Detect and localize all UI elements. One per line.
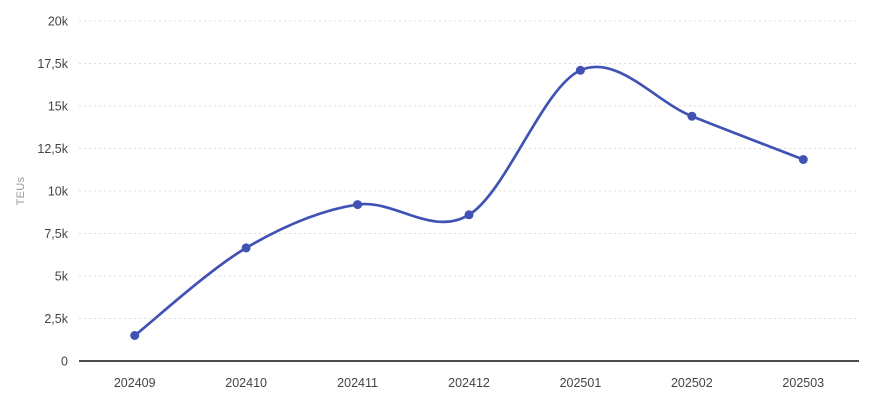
- data-point-202410[interactable]: [241, 243, 251, 253]
- x-tick-label: 202501: [560, 376, 602, 390]
- data-point-202503[interactable]: [798, 155, 808, 164]
- x-tick-label: 202410: [225, 376, 267, 390]
- series-line: [133, 65, 805, 337]
- x-tick-label: 202409: [114, 376, 156, 390]
- y-tick-label: 5k: [55, 270, 69, 284]
- data-point-202412[interactable]: [464, 210, 474, 220]
- y-tick-label: 15k: [48, 100, 69, 114]
- y-tick-label: 0: [61, 355, 68, 369]
- y-tick-label: 20k: [48, 15, 69, 29]
- y-tick-label: 12,5k: [37, 142, 68, 156]
- data-point-202501[interactable]: [575, 65, 585, 75]
- y-tick-label: 10k: [48, 185, 69, 199]
- data-point-202409[interactable]: [130, 331, 140, 340]
- x-tick-label: 202503: [782, 376, 824, 390]
- data-point-202502[interactable]: [687, 111, 697, 121]
- x-tick-label: 202411: [337, 376, 378, 390]
- y-tick-label: 7,5k: [44, 227, 68, 241]
- y-tick-label: 2,5k: [44, 312, 68, 326]
- data-point-202411[interactable]: [353, 200, 363, 210]
- y-tick-label: 17,5k: [37, 57, 68, 71]
- x-tick-label: 202412: [448, 376, 490, 390]
- y-axis-title: TEUs: [15, 176, 27, 206]
- x-tick-label: 202502: [671, 376, 713, 390]
